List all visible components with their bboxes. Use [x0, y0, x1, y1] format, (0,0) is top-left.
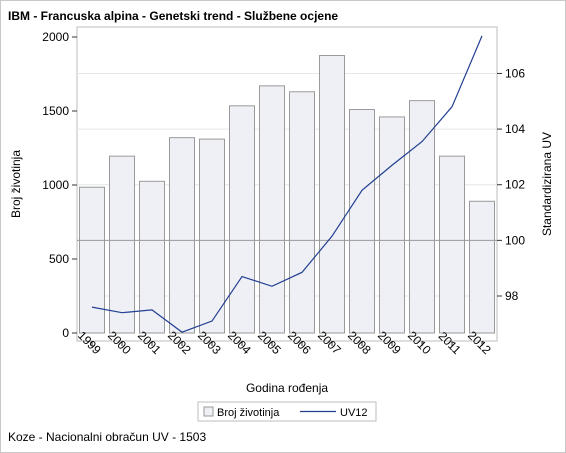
bar — [139, 180, 165, 334]
y-tick-label: 1000 — [42, 178, 69, 192]
bar — [469, 200, 495, 334]
chart-footnote: Koze - Nacionalni obračun UV - 1503 — [8, 430, 207, 444]
bar — [439, 155, 465, 334]
y2-tick-label: 98 — [505, 289, 519, 303]
legend-box — [197, 401, 377, 422]
legend-bar-swatch — [203, 406, 214, 417]
y2-tick-label: 102 — [505, 178, 525, 192]
bar — [109, 155, 135, 334]
bar — [169, 137, 195, 334]
chart-title: IBM - Francuska alpina - Genetski trend … — [8, 9, 339, 23]
y2-tick-label: 100 — [505, 233, 525, 247]
bar — [379, 116, 405, 334]
bar — [199, 138, 225, 334]
x-axis-label: Godina rođenja — [246, 381, 328, 395]
y-tick-label: 500 — [49, 252, 69, 266]
y2-tick-label: 104 — [505, 122, 525, 136]
y2-axis-label: Standardizirana UV — [540, 132, 554, 236]
bar — [229, 105, 255, 334]
line-series-uv12 — [91, 35, 483, 333]
legend-label-bars: Broj životinja — [217, 407, 280, 419]
y-axis-label: Broj životinja — [9, 150, 23, 218]
bar — [349, 109, 375, 334]
bar — [79, 186, 105, 334]
y2-tick-label: 106 — [505, 66, 525, 80]
y-tick-label: 2000 — [42, 30, 69, 44]
legend-label-line: UV12 — [340, 407, 368, 419]
bar — [319, 55, 345, 334]
y-tick-label: 1500 — [42, 104, 69, 118]
bar — [289, 91, 315, 334]
bar — [259, 85, 285, 334]
bar — [409, 100, 435, 334]
y-tick-label: 0 — [62, 326, 69, 340]
